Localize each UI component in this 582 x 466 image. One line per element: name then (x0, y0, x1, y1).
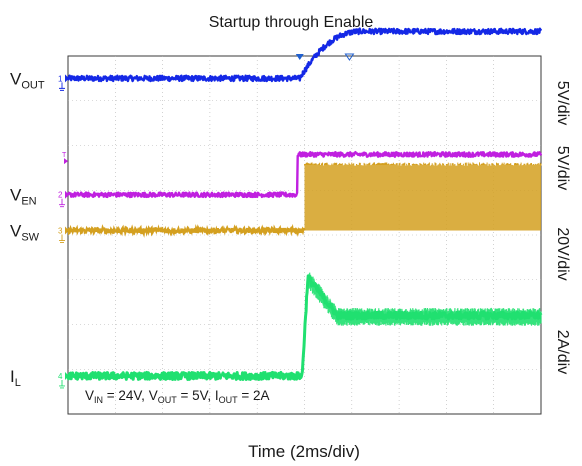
channel-1-marker-icon: 1 (58, 74, 69, 91)
channel-markers: 1 2 T 3 4 (58, 53, 355, 389)
cursor-position-icon (344, 53, 355, 61)
scale-label-1: 5V/div (554, 81, 571, 125)
scale-label-3: 20V/div (554, 227, 571, 280)
svg-text:2: 2 (58, 191, 63, 200)
channel-2-marker-icon: 2 (58, 190, 69, 208)
channel-4-marker-icon: 4 (58, 371, 69, 389)
x-axis-label: Time (2ms/div) (248, 442, 360, 461)
scale-label-2: 5V/div (554, 146, 571, 190)
svg-text:T: T (62, 152, 67, 159)
trigger-level-marker-icon: T (62, 152, 68, 165)
channel-label-4: IL (10, 367, 21, 389)
channel-label-3: VSW (10, 222, 40, 244)
svg-text:3: 3 (58, 227, 63, 236)
scale-label-4: 2A/div (554, 330, 571, 374)
trigger-position-icon (295, 54, 304, 60)
chart-title: Startup through Enable (209, 14, 374, 31)
svg-text:1: 1 (58, 74, 63, 83)
trace-4 (66, 272, 543, 381)
trace-3 (67, 162, 542, 238)
test-conditions: VIN = 24V, VOUT = 5V, IOUT = 2A (85, 388, 270, 405)
trace-2 (66, 151, 543, 199)
channel-label-1: VOUT (10, 69, 45, 91)
scale-labels: 5V/div 5V/div 20V/div 2A/div (554, 81, 571, 374)
channel-3-marker-icon: 3 (58, 226, 69, 243)
channel-labels: VOUT VEN VSW IL (10, 69, 45, 389)
trace-1 (66, 27, 543, 83)
trace-layer (66, 27, 543, 381)
channel-label-2: VEN (10, 186, 37, 208)
svg-text:4: 4 (58, 372, 63, 381)
